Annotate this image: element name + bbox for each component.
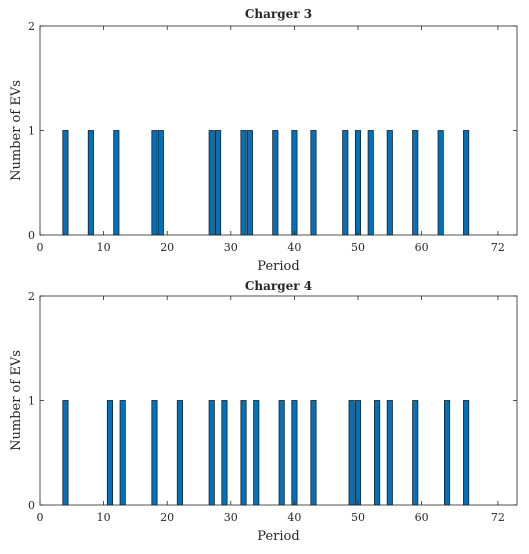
y-axis-label: Number of EVs [9, 350, 24, 451]
bar-55 [386, 130, 393, 236]
bar-52 [367, 130, 374, 236]
bar-13 [119, 400, 126, 506]
x-tick-label: 60 [415, 511, 429, 524]
chart-panel-1: 0 10 20 30 40 50 60 72 0 1 2 Charger 3 Period Number … [9, 7, 518, 274]
x-tick-label: 30 [224, 511, 238, 524]
y-tick-label: 2 [28, 290, 35, 303]
bar-4 [62, 130, 69, 236]
bar-32 [240, 130, 247, 236]
bar-49 [348, 400, 355, 506]
chart-panel-2: 0 10 20 30 40 50 60 72 0 1 2 Charger 4 Period Number … [9, 279, 518, 544]
x-axis-label: Period [257, 529, 299, 544]
bar-50 [354, 130, 362, 236]
chart-title: Charger 4 [245, 279, 312, 293]
x-axis-label: Period [257, 259, 299, 274]
x-tick-label: 10 [97, 511, 111, 524]
bar-32 [240, 400, 247, 506]
x-tick-label: 60 [415, 241, 429, 254]
bar-43 [310, 130, 317, 236]
bar-64 [443, 400, 451, 506]
bar-4 [62, 400, 69, 506]
x-tick-label: 30 [224, 241, 238, 254]
x-tick-label: 10 [97, 241, 111, 254]
bar-18 [151, 400, 158, 506]
y-tick-label: 0 [28, 499, 35, 512]
bar-34 [253, 400, 260, 506]
bar-40 [291, 400, 298, 506]
bar-55 [386, 400, 393, 506]
bar-59 [412, 400, 419, 506]
bar-28 [215, 130, 222, 236]
y-tick-label: 2 [28, 20, 35, 33]
bar-29 [221, 400, 228, 506]
bar-59 [412, 130, 419, 236]
bar-38 [278, 400, 285, 506]
plot-frame [39, 25, 518, 236]
chart-title: Charger 3 [245, 7, 312, 21]
x-tick-label: 0 [37, 241, 44, 254]
bar-12 [113, 130, 120, 236]
x-tick-label: 20 [160, 241, 174, 254]
bar-43 [310, 400, 317, 506]
y-axis-label: Number of EVs [9, 80, 24, 181]
bar-22 [176, 400, 183, 506]
bar-8 [87, 130, 94, 236]
bar-67 [463, 130, 470, 236]
bar-48 [342, 130, 349, 236]
x-tick-label: 0 [37, 511, 44, 524]
bar-50 [354, 400, 362, 506]
bar-67 [463, 400, 470, 506]
x-tick-label: 50 [351, 511, 365, 524]
y-tick-label: 1 [28, 395, 35, 408]
x-tick-label: 50 [351, 241, 365, 254]
bar-11 [106, 400, 114, 506]
bar-37 [272, 130, 279, 236]
bar-63 [437, 130, 444, 236]
x-tick-label: 40 [287, 241, 301, 254]
bar-33 [246, 130, 253, 236]
y-tick-label: 0 [28, 229, 35, 242]
bar-18 [151, 130, 158, 236]
bar-27 [208, 400, 215, 506]
x-tick-label: 20 [160, 511, 174, 524]
x-tick-label: 40 [287, 511, 301, 524]
bar-27 [208, 130, 215, 236]
bar-19 [157, 130, 164, 236]
bar-40 [291, 130, 298, 236]
x-tick-label: 72 [491, 241, 505, 254]
x-tick-label: 72 [491, 511, 505, 524]
y-tick-label: 1 [28, 125, 35, 138]
bar-53 [374, 400, 381, 506]
